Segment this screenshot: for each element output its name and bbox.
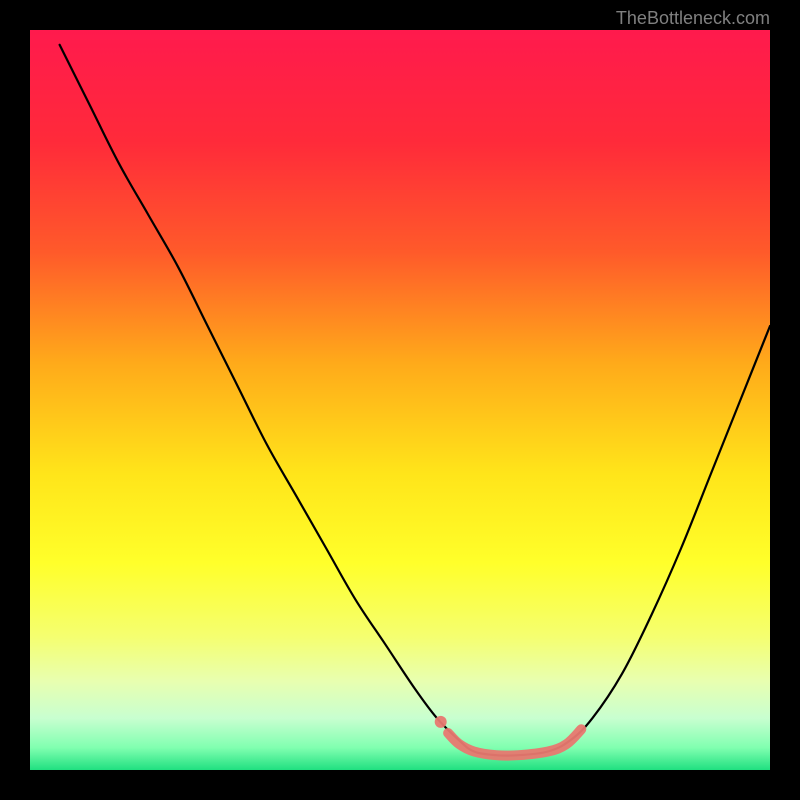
attribution-text: TheBottleneck.com	[616, 8, 770, 29]
plot-area	[30, 30, 770, 770]
chart-background	[30, 30, 770, 770]
chart-container: TheBottleneck.com	[0, 0, 800, 800]
bottleneck-curve-chart	[30, 30, 770, 770]
highlight-marker	[435, 716, 447, 728]
